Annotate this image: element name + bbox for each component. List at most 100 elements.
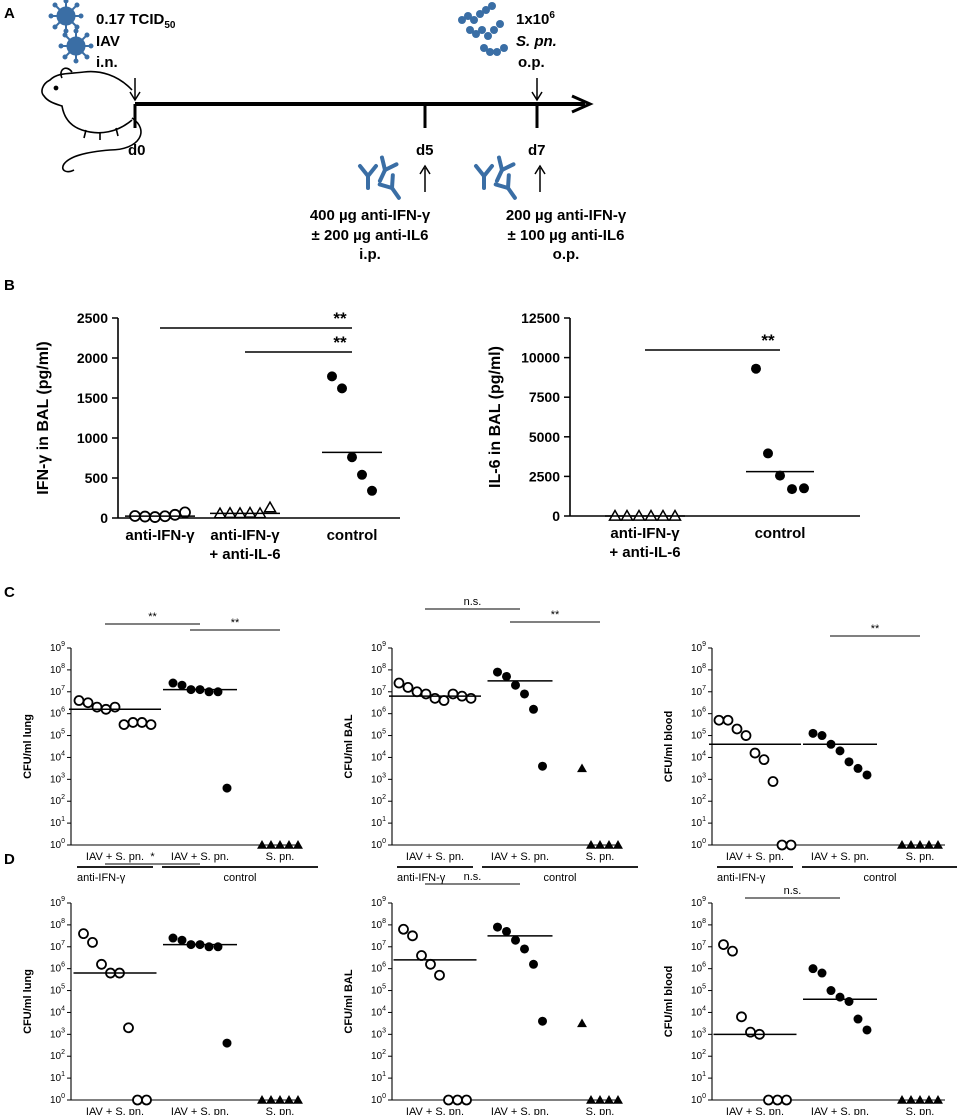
iav-name-label: IAV (96, 33, 120, 50)
data-point (127, 717, 139, 728)
data-point (465, 692, 477, 704)
data-point (897, 840, 907, 849)
y-axis-label: CFU/ml blood (663, 711, 675, 783)
treatment-label: anti-IFN-γ (77, 872, 126, 884)
data-point (347, 452, 357, 463)
group-label: anti-IFN-γ (210, 527, 280, 544)
spn-dose-label: 1x10 (516, 11, 549, 28)
group-label: IAV + S. pn. (406, 851, 464, 863)
panel-b-letter: B (4, 277, 15, 294)
y-tick-label: 12500 (521, 310, 560, 326)
data-point (924, 840, 934, 849)
y-tick-label: 108 (50, 918, 65, 931)
data-point (87, 937, 98, 948)
significance-label: n.s. (784, 885, 802, 897)
data-point (398, 923, 409, 935)
group-label: S. pn. (586, 851, 615, 863)
group-label: control (327, 527, 378, 544)
data-point (740, 730, 752, 741)
data-point (222, 783, 232, 793)
y-tick-label: 5000 (529, 429, 560, 445)
data-point (443, 1094, 454, 1106)
y-tick-label: 103 (371, 772, 386, 785)
group-label: IAV + S. pn. (726, 851, 784, 863)
data-point (223, 506, 237, 519)
group-label: IAV + S. pn. (811, 1106, 869, 1115)
y-tick-label: 101 (691, 1071, 706, 1084)
group-label: control (755, 525, 806, 542)
data-point (284, 840, 294, 849)
data-point (357, 469, 367, 480)
d7-route: o.p. (553, 246, 580, 263)
data-point (595, 840, 605, 849)
data-point (529, 704, 538, 714)
data-point (577, 763, 587, 773)
y-tick-label: 108 (50, 663, 65, 676)
y-tick-label: 1000 (77, 430, 108, 446)
y-tick-label: 104 (691, 750, 706, 763)
data-point (897, 1095, 907, 1104)
data-point (177, 935, 187, 945)
panel-d-letter: D (4, 851, 15, 868)
data-point (420, 688, 432, 700)
iav-route-label: i.n. (96, 54, 118, 71)
data-point (204, 942, 214, 952)
y-tick-label: 7500 (529, 389, 560, 405)
group-label: anti-IFN-γ (610, 525, 680, 542)
y-tick-label: 109 (371, 896, 386, 909)
y-tick-label: 102 (691, 794, 706, 807)
data-point (763, 1094, 774, 1106)
y-axis-label: CFU/ml lung (22, 969, 34, 1034)
data-point (906, 1095, 916, 1104)
y-tick-label: 103 (691, 1027, 706, 1040)
data-point (293, 840, 303, 849)
data-point (844, 757, 854, 767)
data-point (736, 1011, 747, 1023)
data-point (168, 678, 178, 688)
data-point (141, 1094, 152, 1106)
panel-a: A 0.17 TCID50 IAV i.n. d0 (4, 0, 627, 263)
data-point (411, 686, 423, 698)
spn-dose-superscript: 6 (549, 10, 555, 21)
y-tick-label: 101 (50, 1071, 65, 1084)
y-tick-label: 109 (691, 896, 706, 909)
y-tick-label: 106 (50, 707, 65, 720)
svg-text:0.17 TCID50: 0.17 TCID50 (96, 11, 176, 31)
virus-icon (48, 0, 94, 64)
data-point (447, 688, 459, 700)
timeline-axis (129, 78, 594, 128)
y-tick-label: 101 (691, 816, 706, 829)
y-tick-label: 109 (691, 641, 706, 654)
group-label: S. pn. (906, 1106, 935, 1115)
data-point (933, 1095, 943, 1104)
treatment-label: control (863, 872, 896, 884)
group-label: + anti-IL-6 (209, 546, 280, 563)
chart-d-bal: 100 101 102 103 104 105 106 107 108 109 CFU/ml BAL… (343, 871, 623, 1115)
group-label: IAV + S. pn. (491, 1106, 549, 1115)
data-point (263, 500, 277, 513)
data-point (915, 840, 925, 849)
data-point (78, 928, 89, 940)
data-point (713, 714, 725, 726)
y-tick-label: 104 (371, 750, 386, 763)
y-tick-label: 500 (85, 470, 109, 486)
data-point (429, 692, 441, 704)
data-point (751, 363, 761, 374)
data-point (538, 761, 547, 771)
data-point (862, 1025, 872, 1035)
data-point (613, 840, 623, 849)
data-point (493, 922, 502, 932)
significance-label: ** (551, 609, 560, 621)
data-point (775, 470, 785, 481)
y-tick-label: 101 (50, 816, 65, 829)
data-point (835, 992, 845, 1002)
iav-dose-label: 0.17 TCID (96, 11, 165, 28)
data-point (853, 1014, 863, 1024)
y-tick-label: 103 (50, 1027, 65, 1040)
significance-label: ** (871, 623, 880, 635)
group-label: IAV + S. pn. (406, 1106, 464, 1115)
data-point (511, 680, 520, 690)
group-label: S. pn. (266, 1106, 295, 1115)
y-tick-label: 100 (371, 1093, 386, 1106)
bacteria-icon (458, 2, 508, 56)
